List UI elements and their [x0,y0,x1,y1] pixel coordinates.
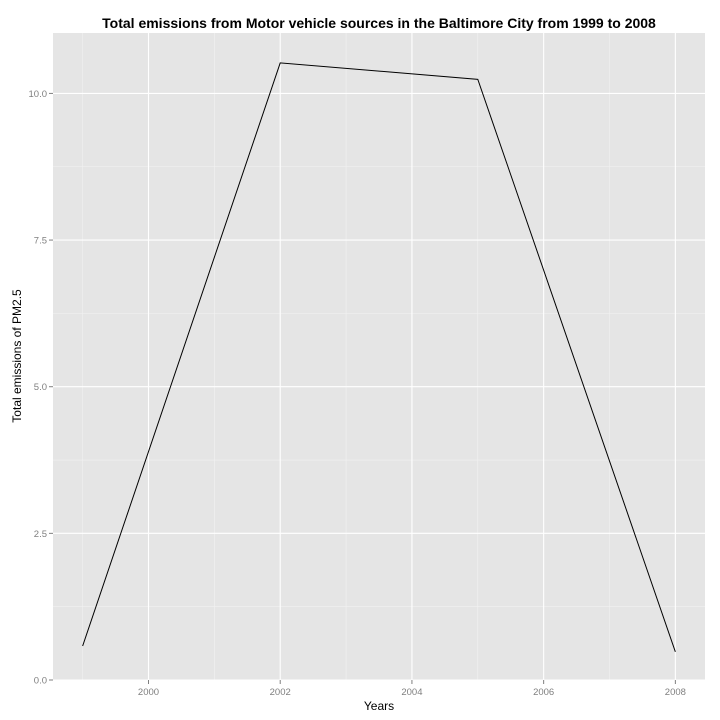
x-tick-label: 2008 [665,687,686,698]
y-axis-title: Total emissions of PM2.5 [10,289,24,423]
x-axis-title: Years [364,699,394,713]
major-gridlines [53,33,705,681]
y-tick-label: 7.5 [34,236,47,247]
x-axis: 2000 2002 2004 2006 2008 [138,680,686,698]
minor-gridlines [53,33,705,680]
x-tick-label: 2002 [270,687,291,698]
y-tick-label: 5.0 [34,382,47,393]
x-tick-label: 2006 [533,687,554,698]
x-tick-label: 2000 [138,687,159,698]
plot-panel [53,33,705,680]
series-total-emissions [82,62,676,653]
y-axis: 0.0 2.5 5.0 7.5 10.0 [29,89,53,687]
y-tick-label: 2.5 [34,529,47,540]
x-tick-label: 2004 [401,687,422,698]
y-tick-label: 0.0 [34,676,47,687]
series-line [82,62,676,653]
y-tick-label: 10.0 [29,89,48,100]
chart-title: Total emissions from Motor vehicle sourc… [102,15,656,31]
